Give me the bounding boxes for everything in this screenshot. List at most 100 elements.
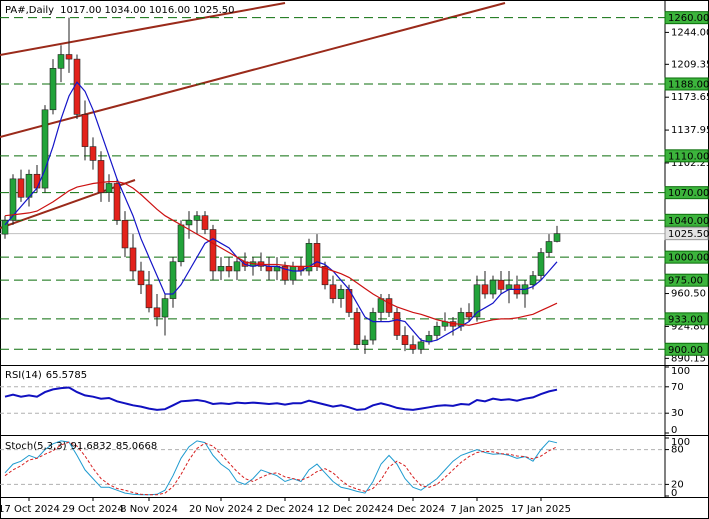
level-label: 1110.00: [668, 151, 709, 162]
candle-body: [17, 178, 25, 198]
candle-body: [129, 247, 137, 272]
candle-body: [81, 114, 89, 147]
level-label-box: [664, 11, 709, 25]
x-tick-label: 24 Dec 2024: [381, 504, 445, 515]
y-tick-label: 1102.25: [671, 158, 709, 169]
last-price-box: [664, 227, 709, 241]
level-label-box: [664, 213, 709, 227]
candle-body: [1, 220, 9, 235]
ohlc-value: 1017.00: [60, 5, 101, 16]
candle-body: [545, 241, 553, 253]
y-tick-label: 80: [671, 445, 684, 456]
candle-body: [329, 284, 337, 299]
candle-body: [41, 109, 49, 189]
candle-body: [481, 284, 489, 295]
candle-body: [113, 183, 121, 221]
y-tick-label: 1137.95: [671, 125, 709, 136]
candle-body: [377, 298, 385, 313]
candle-body: [433, 325, 441, 336]
level-label-box: [664, 312, 709, 326]
ohlc-value: 1016.00: [149, 5, 190, 16]
y-tick-label: 100: [671, 366, 690, 377]
candle-body: [153, 307, 161, 318]
candle-body: [465, 312, 473, 318]
candle-body: [473, 284, 481, 318]
trend-line: [0, 2, 286, 56]
level-label-box: [664, 186, 709, 200]
candle-body: [361, 339, 369, 345]
ohlc-value: 1034.00: [104, 5, 145, 16]
y-tick-label: 1173.65: [671, 92, 709, 103]
y-tick-label: 0: [671, 425, 677, 436]
pane-title: Stoch(5,3,3) 91.6832 85.0668: [5, 441, 157, 452]
candle-body: [9, 178, 17, 221]
y-tick-label: 960.50: [671, 289, 706, 300]
indicator-value: 65.5785: [46, 370, 87, 381]
candle-body: [121, 220, 129, 249]
ohlc-value: 1025.50: [193, 5, 234, 16]
level-label: 1070.00: [668, 188, 709, 199]
level-label: 975.00: [668, 276, 703, 287]
x-tick-label: 2 Dec 2024: [256, 504, 314, 515]
candle-body: [369, 312, 377, 341]
candle-body: [353, 312, 361, 345]
candle-body: [209, 229, 217, 272]
pane-title: RSI(14) 65.5785: [5, 370, 87, 381]
y-tick-label: 1244.00: [671, 27, 709, 38]
x-tick-label: 20 Nov 2024: [189, 504, 253, 515]
pane-title: PA#,Daily 1017.00 1034.00 1016.00 1025.50: [5, 5, 235, 16]
candle-body: [89, 146, 97, 161]
candle-body: [401, 335, 409, 345]
candle-body: [145, 284, 153, 309]
y-tick-label: 0: [671, 488, 677, 499]
candle-body: [201, 215, 209, 230]
candle-body: [417, 341, 425, 350]
candle-body: [185, 220, 193, 226]
x-tick-label: 29 Oct 2024: [62, 504, 124, 515]
level-label: 1040.00: [668, 216, 709, 227]
candle-body: [281, 266, 289, 281]
x-tick-label: 7 Jan 2025: [450, 504, 504, 515]
candle-body: [497, 279, 505, 290]
candle-body: [505, 284, 513, 290]
level-label-box: [664, 250, 709, 264]
candle-body: [529, 275, 537, 286]
candle-body: [305, 243, 313, 272]
candle-body: [49, 68, 57, 111]
y-tick-label: 30: [671, 408, 684, 419]
level-label: 1000.00: [668, 253, 709, 264]
candle-body: [193, 215, 201, 221]
x-tick-label: 17 Jan 2025: [511, 504, 571, 515]
symbol: PA#,Daily: [5, 5, 54, 16]
x-tick-label: 17 Oct 2024: [0, 504, 60, 515]
y-tick-label: 20: [671, 479, 684, 490]
candle-body: [217, 266, 225, 272]
level-label: 1188.00: [668, 79, 709, 90]
y-tick-label: 100: [671, 437, 690, 448]
series-line: [4, 81, 558, 343]
x-tick-label: 8 Nov 2024: [120, 504, 178, 515]
candle-body: [225, 266, 233, 272]
level-label-box: [664, 342, 709, 356]
level-label-box: [664, 77, 709, 91]
indicator-value: 85.0668: [116, 441, 157, 452]
candle-body: [33, 173, 41, 189]
level-label-box: [664, 149, 709, 163]
indicator-name: RSI(14): [5, 370, 42, 381]
candle-body: [65, 54, 73, 60]
candle-body: [57, 54, 65, 69]
y-tick-label: 890.15: [671, 353, 706, 364]
level-label: 933.00: [668, 314, 703, 325]
level-label: 1260.00: [668, 13, 709, 24]
candle-body: [25, 173, 33, 198]
x-tick-label: 12 Dec 2024: [317, 504, 381, 515]
indicator-name: Stoch(5,3,3): [5, 441, 67, 452]
candle-body: [321, 266, 329, 286]
level-label-box: [664, 273, 709, 287]
indicator-value: 91.6832: [70, 441, 111, 452]
y-tick-label: 70: [671, 382, 684, 393]
candle-body: [289, 266, 297, 281]
candle-body: [393, 312, 401, 336]
